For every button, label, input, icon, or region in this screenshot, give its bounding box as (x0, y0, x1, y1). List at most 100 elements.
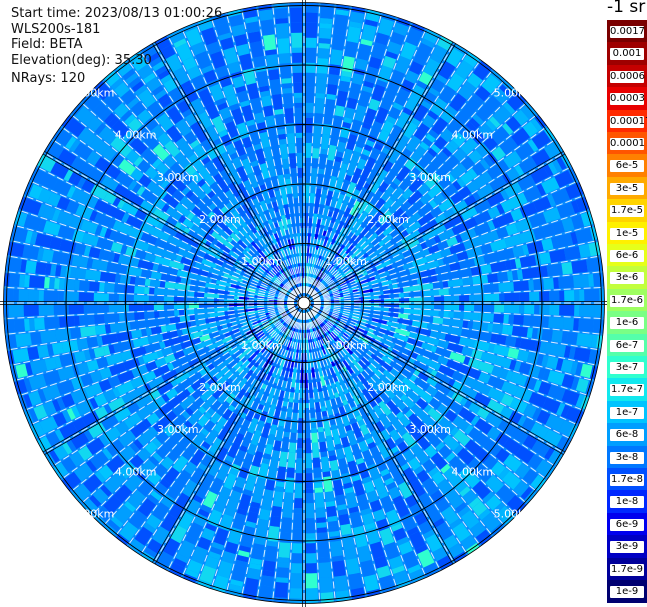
range-gate-cell (3, 288, 14, 302)
range-gate-cell (96, 505, 112, 522)
range-gate-cell (84, 382, 103, 398)
range-gate-cell (237, 278, 244, 283)
range-gate-cell (519, 255, 537, 268)
range-gate-cell (284, 229, 291, 240)
ray (308, 305, 572, 452)
range-gate-cell (224, 352, 231, 359)
range-gate-cell (502, 324, 509, 335)
range-gate-cell (449, 426, 460, 437)
range-gate-cell (474, 303, 485, 312)
range-gate-cell (189, 246, 206, 258)
range-gate-cell (368, 56, 382, 70)
range-gate-cell (189, 98, 206, 116)
range-gate-cell (505, 223, 518, 236)
ray (308, 127, 556, 301)
range-gate-cell (287, 133, 295, 144)
range-gate-cell (391, 523, 403, 532)
range-gate-cell (318, 562, 332, 578)
range-gate-cell (456, 251, 469, 261)
range-gate-cell (144, 252, 157, 263)
range-gate-cell (189, 315, 196, 321)
range-gate-cell (274, 8, 288, 19)
range-gate-cell (34, 422, 45, 436)
range-gate-cell (167, 445, 184, 462)
range-gate-cell (400, 200, 412, 213)
range-gate-cell (349, 21, 362, 29)
range-gate-cell (137, 447, 151, 462)
range-gate-cell (360, 222, 367, 229)
range-gate-cell (458, 407, 476, 423)
range-gate-cell (188, 358, 200, 368)
range-gate-cell (134, 249, 147, 260)
ray-separator (60, 125, 305, 304)
ray-separator (13, 224, 305, 304)
range-gate-cell (222, 185, 230, 194)
range-gate-cell (402, 279, 418, 287)
range-gate-cell (522, 468, 539, 485)
range-gate-cell (416, 451, 430, 465)
range-gate-cell (380, 206, 388, 214)
range-gate-cell (418, 169, 431, 182)
range-gate-cell (229, 367, 237, 374)
range-gate-cell (368, 306, 374, 310)
range-gate-cell (154, 357, 167, 368)
range-gate-cell (486, 191, 505, 207)
range-gate-cell (177, 441, 187, 451)
range-gate-cell (165, 388, 178, 400)
range-gate-cell (413, 465, 424, 475)
range-gate-cell (519, 338, 537, 351)
range-gate-cell (502, 123, 514, 135)
range-gate-cell (160, 456, 174, 470)
range-gate-cell (262, 284, 272, 291)
range-gate-cell (460, 385, 478, 400)
range-gate-cell (319, 321, 328, 331)
range-gate-cell (297, 438, 304, 449)
range-gate-cell (207, 375, 218, 387)
range-gate-cell (235, 214, 248, 229)
range-gate-cell (321, 312, 336, 321)
range-gate-cell (110, 242, 123, 253)
range-gate-cell (251, 247, 261, 257)
range-gate-cell (277, 38, 290, 54)
range-gate-cell (369, 299, 385, 303)
range-gate-cell (261, 427, 270, 439)
range-gate-cell (238, 326, 245, 332)
range-gate-cell (108, 218, 116, 229)
range-gate-cell (458, 466, 470, 478)
range-gate-cell (264, 306, 275, 310)
range-gate-cell (192, 330, 204, 339)
range-gate-cell (229, 152, 239, 160)
range-gate-cell (249, 396, 261, 413)
range-gate-cell (99, 271, 116, 283)
range-gate-cell (579, 304, 595, 317)
range-gate-cell (307, 233, 311, 249)
range-gate-cell (415, 42, 433, 62)
range-gate-cell (261, 266, 275, 278)
range-gate-cell (320, 8, 334, 19)
range-gate-cell (443, 486, 458, 501)
range-gate-cell (555, 233, 574, 248)
range-gate-cell (98, 434, 109, 447)
range-gate-cell (225, 392, 236, 404)
range-gate-cell (291, 553, 303, 564)
range-gate-cell (429, 199, 438, 209)
range-gate-cell (51, 342, 64, 355)
range-gate-cell (132, 337, 149, 348)
range-gate-cell (549, 290, 560, 302)
range-gate-cell (387, 412, 398, 425)
range-gate-cell (277, 329, 282, 334)
range-gate-cell (448, 311, 454, 318)
range-gate-cell (138, 459, 156, 478)
range-gate-cell (383, 288, 399, 295)
range-gate-cell (318, 255, 322, 261)
range-gate-cell (385, 88, 397, 97)
range-gate-cell (565, 406, 584, 424)
range-gate-cell (362, 252, 369, 259)
range-gate-cell (375, 260, 391, 271)
range-gate-cell (203, 366, 211, 374)
ray-separator (36, 302, 305, 440)
range-gate-cell (334, 575, 349, 592)
range-gate-cell (29, 318, 35, 331)
range-gate-cell (446, 359, 458, 370)
range-gate-cell (37, 344, 49, 358)
